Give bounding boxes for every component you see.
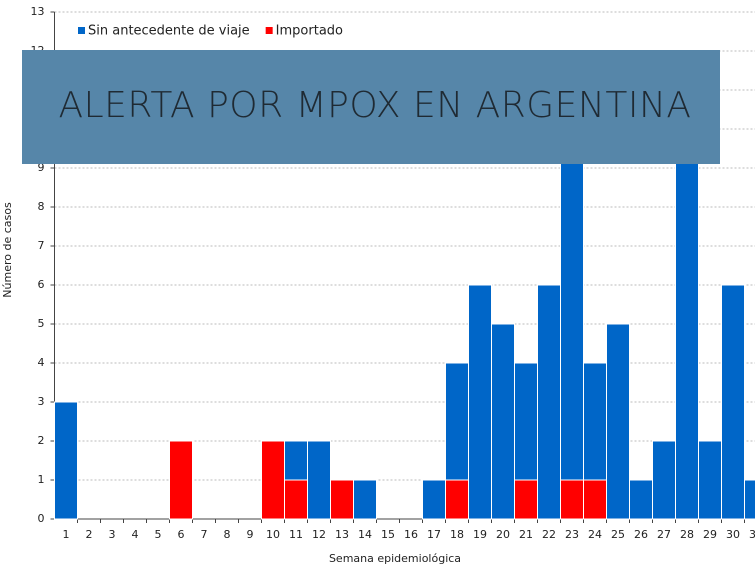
y-tick-label: 5 [38,317,45,330]
bar-segment [445,362,469,481]
y-tick-label: 7 [38,239,45,252]
x-tick-label: 17 [427,528,441,541]
banner [22,50,720,164]
y-tick-label: 4 [38,356,45,369]
bar-segment [606,323,630,520]
x-tick-label: 14 [358,528,372,541]
y-tick-label: 6 [38,278,45,291]
x-tick-label: 28 [680,528,694,541]
x-tick-label: 9 [247,528,254,541]
x-tick-label: 29 [703,528,717,541]
bar-segment [698,440,722,520]
legend-swatch [78,27,85,34]
bar-segment [284,440,308,481]
x-tick-label: 4 [132,528,139,541]
x-tick-label: 27 [657,528,671,541]
x-tick-label: 24 [588,528,602,541]
x-tick-label: 12 [312,528,326,541]
bar-segment [629,479,653,520]
bar-segment [583,362,607,481]
y-tick-label: 0 [38,512,45,525]
bar-segment [54,401,78,520]
bar-segment [560,479,584,520]
y-tick-label: 3 [38,395,45,408]
bar-segment [652,440,676,520]
banner-title: ALERTA POR MPOX EN ARGENTINA [59,85,692,126]
legend-swatch [265,27,273,34]
bar-segment [491,323,515,520]
x-tick-label: 21 [519,528,533,541]
y-tick-label: 2 [38,434,45,447]
bar-segment [169,440,193,520]
x-tick-label: 20 [496,528,510,541]
y-axis-label: Número de casos [1,202,14,298]
x-tick-label: 16 [404,528,418,541]
y-tick-label: 1 [38,473,45,486]
x-tick-label: 7 [201,528,208,541]
x-tick-label: 3 [109,528,116,541]
x-tick-label: 13 [335,528,349,541]
x-tick-label: 15 [381,528,395,541]
bar-segment [353,479,377,520]
bar-segment [537,284,561,520]
bar-segment [514,362,538,481]
x-tick-label: 2 [86,528,93,541]
bar-segment [422,479,446,520]
x-tick-label: 10 [266,528,280,541]
x-tick-label: 8 [224,528,231,541]
x-tick-label: 25 [611,528,625,541]
legend: Sin antecedente de viaje Importado [78,24,343,39]
bar-segment [468,284,492,520]
x-tick-label: 1 [63,528,70,541]
x-tick-label: 30 [726,528,740,541]
y-tick-label: 9 [38,161,45,174]
legend-label: Importado [276,24,343,39]
bar-segment [721,284,745,520]
bar-segment [307,440,331,520]
bar-segment [261,440,285,520]
x-tick-label: 22 [542,528,556,541]
x-axis-label: Semana epidemiológica [329,552,461,565]
x-tick-label: 31 [749,528,755,541]
legend-label: Sin antecedente de viaje [88,24,250,39]
plot-area: 0123456789101112131234567891011121314151… [31,5,755,541]
x-tick-label: 6 [178,528,185,541]
x-tick-label: 23 [565,528,579,541]
bar-segment [583,479,607,520]
y-tick-label: 8 [38,200,45,213]
x-tick-label: 26 [634,528,648,541]
y-tick-label: 13 [31,5,45,18]
bar-segment [284,479,308,520]
bar-segment [445,479,469,520]
bar-segment [514,479,538,520]
bar-segment [744,479,755,520]
x-tick-label: 18 [450,528,464,541]
x-tick-label: 19 [473,528,487,541]
x-tick-label: 5 [155,528,162,541]
bar-segment [330,479,354,520]
x-tick-label: 11 [289,528,303,541]
